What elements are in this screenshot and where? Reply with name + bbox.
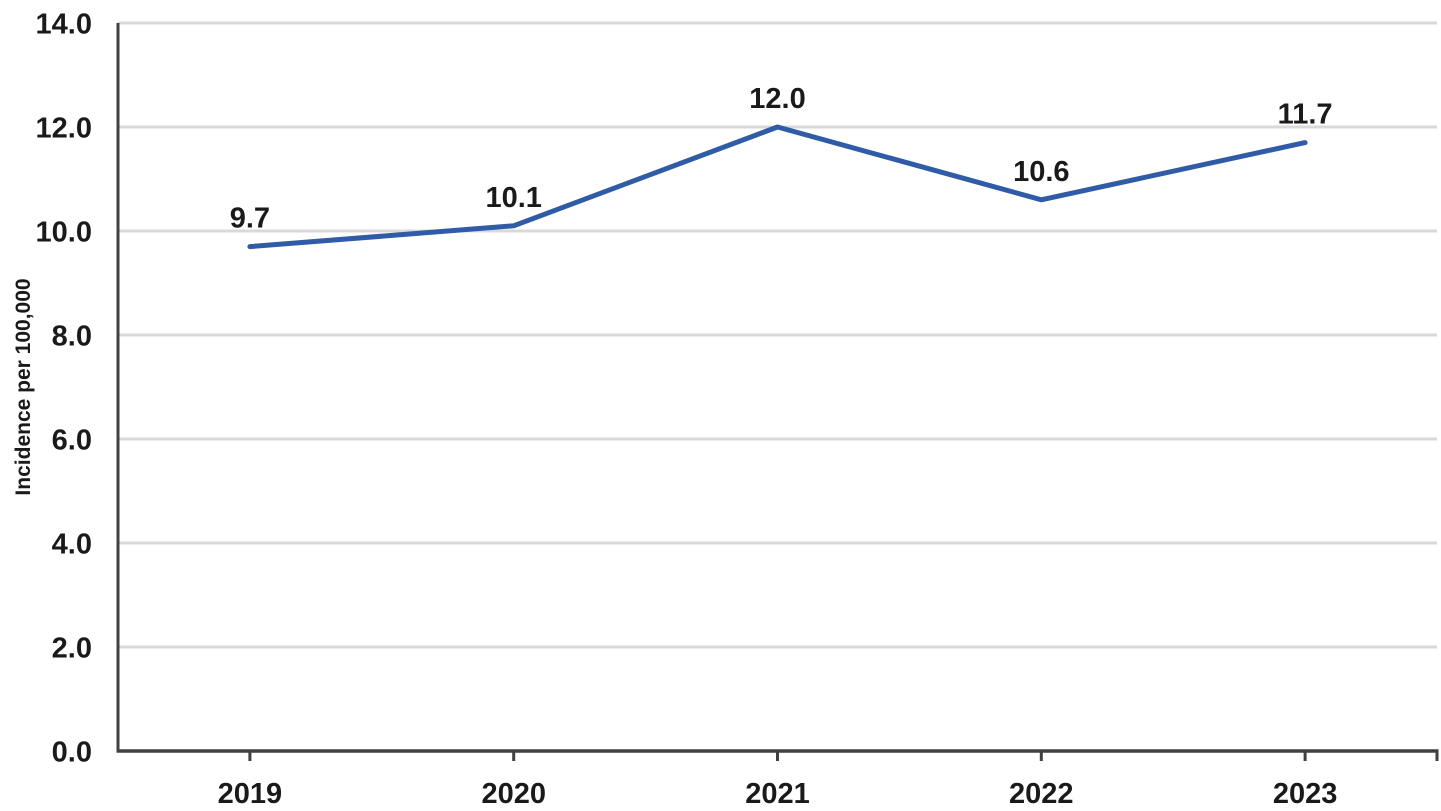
y-tick-label: 8.0 [52, 320, 92, 352]
series-line [247, 124, 1308, 250]
axes [116, 23, 1439, 761]
x-tick-labels: 2019 2020 2021 2022 2023 [218, 778, 1338, 810]
x-tick-label: 2023 [1273, 778, 1338, 810]
data-series [247, 124, 1308, 250]
y-tick-label: 2.0 [52, 632, 92, 664]
y-axis-title: Incidence per 100,000 [12, 278, 35, 495]
data-point-label: 11.7 [1278, 99, 1333, 131]
x-tick-label: 2021 [745, 778, 810, 810]
data-labels: 9.7 10.1 12.0 10.6 11.7 [230, 83, 1333, 235]
y-tick-labels: 0.0 2.0 4.0 6.0 8.0 10.0 12.0 14.0 [36, 8, 92, 768]
data-point-label: 10.6 [1013, 156, 1069, 188]
gridlines [118, 21, 1437, 649]
x-tick-label: 2022 [1009, 778, 1074, 810]
y-tick-label: 14.0 [36, 8, 92, 40]
data-point-label: 9.7 [230, 203, 270, 235]
x-tick-label: 2020 [481, 778, 546, 810]
y-tick-label: 6.0 [52, 424, 92, 456]
y-tick-label: 10.0 [36, 216, 92, 248]
x-tick-label: 2019 [218, 778, 283, 810]
data-point-label: 12.0 [749, 83, 805, 115]
y-tick-label: 4.0 [52, 528, 92, 560]
y-tick-label: 0.0 [52, 736, 92, 768]
data-point-label: 10.1 [485, 182, 541, 214]
y-tick-label: 12.0 [36, 112, 92, 144]
